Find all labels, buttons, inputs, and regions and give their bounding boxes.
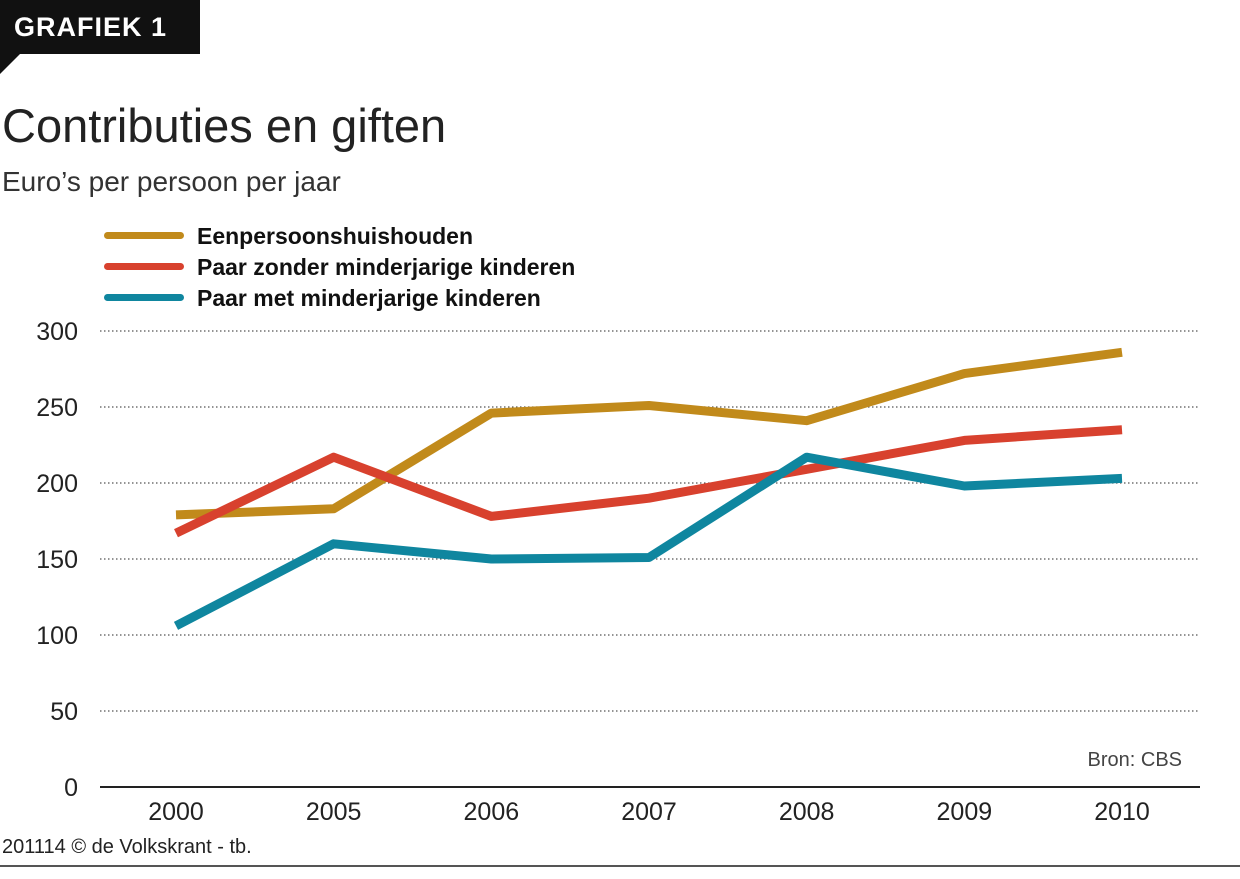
y-tick-label: 250 [36,394,78,422]
x-tick-label: 2005 [306,798,362,826]
y-tick-label: 200 [36,470,78,498]
gridlines [100,330,1200,712]
y-tick-label: 150 [36,546,78,574]
x-tick-label: 2008 [779,798,835,826]
x-tick-label: 2006 [464,798,520,826]
figure-tag-notch [0,54,20,74]
x-tick-label: 2009 [937,798,993,826]
legend-label: Paar zonder minderjarige kinderen [197,254,576,280]
x-tick-label: 2000 [148,798,204,826]
y-tick-label: 100 [36,622,78,650]
legend-swatch [104,294,184,301]
credit-line: 201114 © de Volkskrant - tb. [2,836,252,858]
y-axis-ticks: 0 50 100 150 200 250 300 [36,318,78,802]
figure-tag: GRAFIEK 1 [0,0,200,54]
x-tick-label: 2010 [1094,798,1150,826]
y-tick-label: 50 [50,698,78,726]
y-tick-label: 0 [64,774,78,802]
chart-title: Contributies en giften [2,99,447,152]
series-lines [173,347,1123,630]
source-label: Bron: CBS [1088,749,1182,771]
series-line [175,347,1123,520]
chart-subtitle: Euro’s per persoon per jaar [2,166,341,197]
y-tick-label: 300 [36,318,78,346]
x-axis-ticks: 2000 2005 2006 2007 2008 2009 2010 [148,798,1150,826]
legend-swatch [104,263,184,270]
legend-label: Paar met minderjarige kinderen [197,285,541,311]
bottom-divider [0,865,1240,867]
series-line [174,425,1123,538]
legend-label: Eenpersoonshuishouden [197,223,474,249]
legend-swatch [104,232,184,239]
series-line [173,452,1123,630]
x-tick-label: 2007 [621,798,677,826]
